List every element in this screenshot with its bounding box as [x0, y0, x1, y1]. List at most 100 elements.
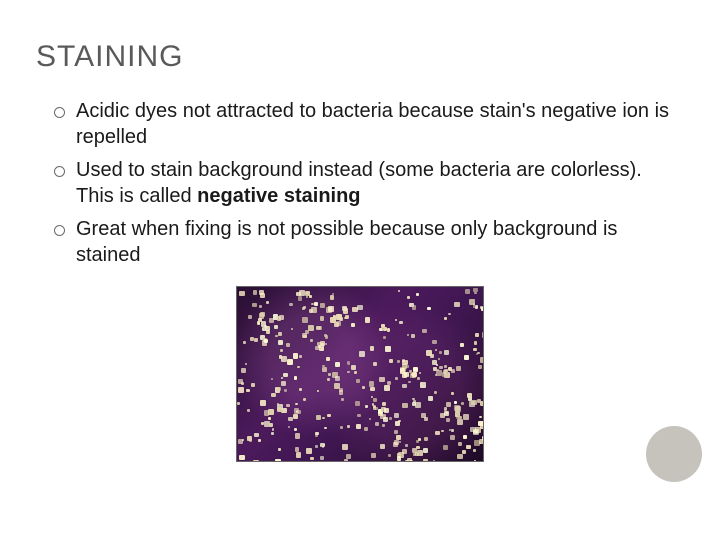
micrograph-speck [357, 414, 361, 418]
micrograph-speck [296, 452, 301, 457]
micrograph-speck [315, 445, 318, 448]
micrograph-speck [382, 424, 385, 427]
micrograph-speck [311, 303, 314, 306]
micrograph-speck [455, 411, 461, 417]
micrograph-speck [281, 381, 286, 386]
micrograph-speck [463, 435, 467, 439]
micrograph-speck [264, 339, 267, 342]
micrograph-speck [241, 368, 246, 373]
micrograph-speck [423, 382, 425, 384]
micrograph-speck [277, 403, 279, 405]
micrograph-speck [384, 408, 389, 413]
micrograph-speck [260, 400, 265, 405]
micrograph-speck [387, 328, 391, 332]
micrograph-speck [456, 366, 461, 371]
micrograph-speck [259, 305, 262, 308]
micrograph-speck [444, 411, 450, 417]
micrograph-speck [277, 387, 281, 391]
micrograph-speck [347, 361, 350, 364]
micrograph-speck [295, 447, 299, 451]
micrograph-speck [354, 371, 357, 374]
micrograph-speck [247, 436, 252, 441]
micrograph-speck [238, 379, 242, 383]
micrograph-speck [451, 369, 456, 374]
slide-title: STAINING [36, 40, 684, 74]
micrograph-speck [240, 461, 246, 462]
micrograph-speck [423, 459, 428, 462]
micrograph-speck [359, 351, 365, 357]
micrograph-speck [265, 326, 270, 331]
micrograph-speck [238, 439, 243, 444]
micrograph-speck [399, 321, 403, 325]
micrograph-speck [395, 421, 401, 427]
micrograph-speck [288, 417, 293, 422]
micrograph-speck [280, 349, 283, 352]
image-container [36, 286, 684, 462]
micrograph-speck [322, 367, 327, 372]
micrograph-speck [478, 365, 482, 369]
micrograph-speck [478, 421, 483, 426]
micrograph-speck [424, 437, 428, 441]
micrograph-speck [283, 373, 288, 378]
micrograph-speck [330, 317, 336, 323]
micrograph-speck [351, 365, 356, 370]
micrograph-speck [435, 431, 439, 435]
micrograph-speck [302, 317, 308, 323]
micrograph-speck [444, 350, 449, 355]
micrograph-speck [335, 376, 340, 381]
micrograph-speck [281, 356, 287, 362]
micrograph-speck [294, 376, 298, 380]
micrograph-speck [457, 454, 462, 459]
micrograph-speck [454, 302, 460, 308]
micrograph-speck [320, 456, 324, 460]
micrograph-speck [365, 317, 370, 322]
micrograph-speck [396, 435, 401, 440]
micrograph-speck [416, 293, 419, 296]
micrograph-speck [264, 410, 269, 415]
micrograph-speck [277, 316, 282, 321]
micrograph-speck [286, 404, 289, 407]
decorative-circle-icon [646, 426, 702, 482]
micrograph-speck [380, 444, 385, 449]
micrograph-speck [434, 391, 437, 394]
micrograph-speck [394, 430, 398, 434]
micrograph-speck [465, 289, 470, 294]
micrograph-speck [318, 345, 321, 348]
micrograph-speck [466, 445, 470, 449]
micrograph-speck [324, 427, 326, 429]
micrograph-speck [339, 388, 343, 392]
micrograph-speck [266, 301, 269, 304]
bullet-list: Acidic dyes not attracted to bacteria be… [36, 98, 684, 268]
micrograph-speck [423, 448, 428, 453]
micrograph-speck [471, 400, 476, 405]
micrograph-speck [309, 309, 313, 313]
micrograph-speck [402, 384, 407, 389]
micrograph-speck [444, 365, 447, 368]
slide-container: STAINING Acidic dyes not attracted to ba… [0, 0, 720, 540]
micrograph-speck [275, 459, 281, 462]
micrograph-speck [393, 442, 398, 447]
micrograph-speck [413, 453, 416, 456]
micrograph-speck [402, 449, 407, 454]
micrograph-speck [395, 319, 397, 321]
micrograph-speck [428, 396, 433, 401]
micrograph-speck [342, 444, 348, 450]
micrograph-speck [473, 288, 478, 293]
micrograph-speck [364, 427, 368, 431]
micrograph-speck [394, 413, 399, 418]
micrograph-speck [268, 409, 274, 415]
micrograph-speck [277, 407, 282, 412]
micrograph-speck [243, 341, 246, 344]
micrograph-speck [299, 355, 302, 358]
micrograph-speck [408, 381, 410, 383]
micrograph-speck [254, 433, 258, 437]
micrograph-speck [239, 291, 244, 296]
micrograph-speck [295, 403, 297, 405]
micrograph-speck [322, 365, 325, 368]
micrograph-speck [278, 448, 281, 451]
micrograph-speck [473, 429, 479, 435]
micrograph-speck [373, 398, 377, 402]
micrograph-speck [424, 417, 428, 421]
micrograph-speck [362, 386, 364, 388]
micrograph-speck [412, 305, 416, 309]
